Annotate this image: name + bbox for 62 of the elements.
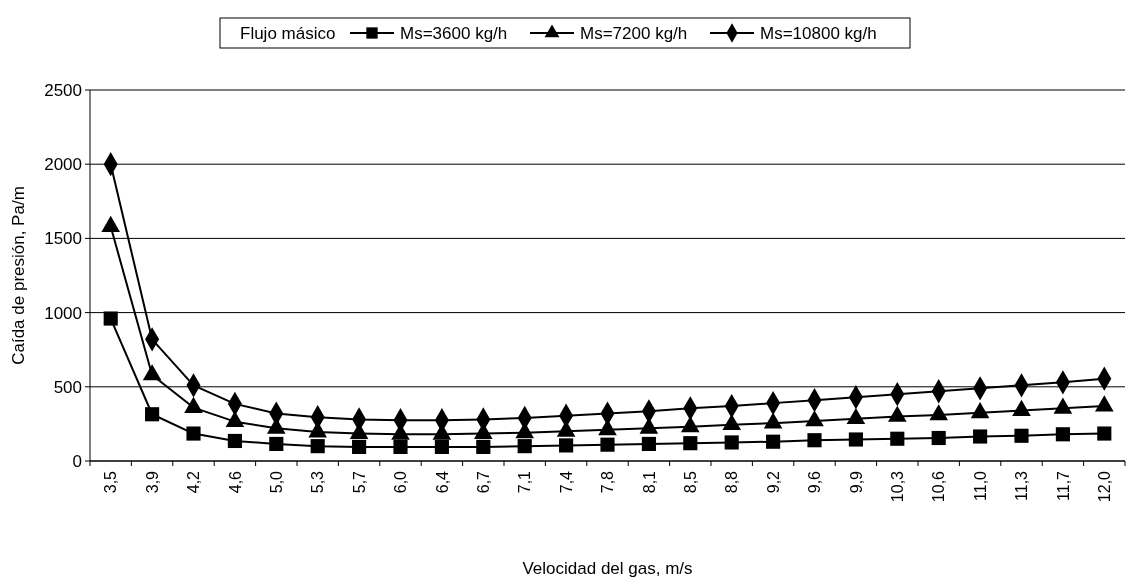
x-tick-label: 6,0 [392, 470, 410, 494]
point [186, 426, 201, 441]
x-tick-label: 12,0 [1095, 470, 1113, 503]
point [1014, 428, 1029, 443]
y-tick-label: 1500 [44, 229, 82, 249]
x-tick-label: 4,2 [185, 470, 203, 494]
point [724, 435, 739, 450]
point [1097, 426, 1112, 441]
point [766, 434, 781, 449]
point [641, 436, 656, 451]
x-tick-label: 10,6 [930, 470, 948, 503]
legend-label: Ms=3600 kg/h [400, 23, 508, 43]
x-tick-label: 8,1 [640, 470, 658, 494]
point [269, 436, 284, 451]
point [683, 436, 698, 451]
y-tick-label: 500 [53, 377, 82, 397]
point [434, 439, 449, 454]
point [517, 439, 532, 454]
x-tick-label: 11,3 [1013, 470, 1031, 501]
point [848, 432, 863, 447]
x-tick-label: 5,7 [350, 470, 368, 494]
point [145, 407, 160, 422]
point [931, 430, 946, 446]
point [352, 439, 367, 454]
x-tick-label: 6,7 [474, 470, 492, 494]
x-tick-label: 4,6 [226, 470, 244, 494]
x-tick-label: 7,4 [557, 470, 575, 494]
point [559, 438, 574, 453]
x-tick-label: 9,9 [847, 470, 865, 494]
point [393, 439, 408, 454]
x-tick-label: 9,6 [806, 470, 824, 494]
legend-label: Ms=10800 kg/h [760, 23, 877, 43]
point [310, 439, 325, 454]
y-tick-label: 2000 [44, 155, 82, 175]
x-tick-label: 8,5 [681, 470, 699, 494]
x-tick-label: 3,5 [102, 470, 120, 494]
point [973, 429, 988, 444]
point [103, 311, 118, 326]
x-tick-label: 3,9 [143, 470, 161, 494]
point [600, 437, 615, 452]
x-tick-label: 11,7 [1054, 470, 1072, 501]
point [807, 433, 822, 448]
x-axis-title: Velocidad del gas, m/s [522, 559, 693, 578]
x-tick-label: 5,3 [309, 470, 327, 494]
x-tick-label: 11,0 [971, 470, 989, 501]
x-tick-label: 9,2 [764, 470, 782, 494]
point [1055, 427, 1070, 442]
y-tick-label: 1000 [44, 303, 82, 323]
x-tick-label: 6,4 [433, 470, 451, 494]
point [476, 439, 491, 454]
legend-title: Flujo másico [240, 23, 336, 43]
y-axis-title: Caída de presión, Pa/m [9, 186, 28, 365]
x-tick-label: 7,1 [516, 470, 534, 494]
x-tick-label: 5,0 [267, 470, 285, 494]
point [890, 431, 905, 446]
y-tick-label: 0 [72, 451, 82, 471]
x-tick-label: 7,8 [599, 470, 617, 494]
point [227, 433, 242, 449]
x-tick-label: 10,3 [888, 470, 906, 503]
y-tick-label: 2500 [44, 80, 82, 100]
legend-label: Ms=7200 kg/h [580, 23, 688, 43]
x-tick-label: 8,8 [723, 470, 741, 494]
